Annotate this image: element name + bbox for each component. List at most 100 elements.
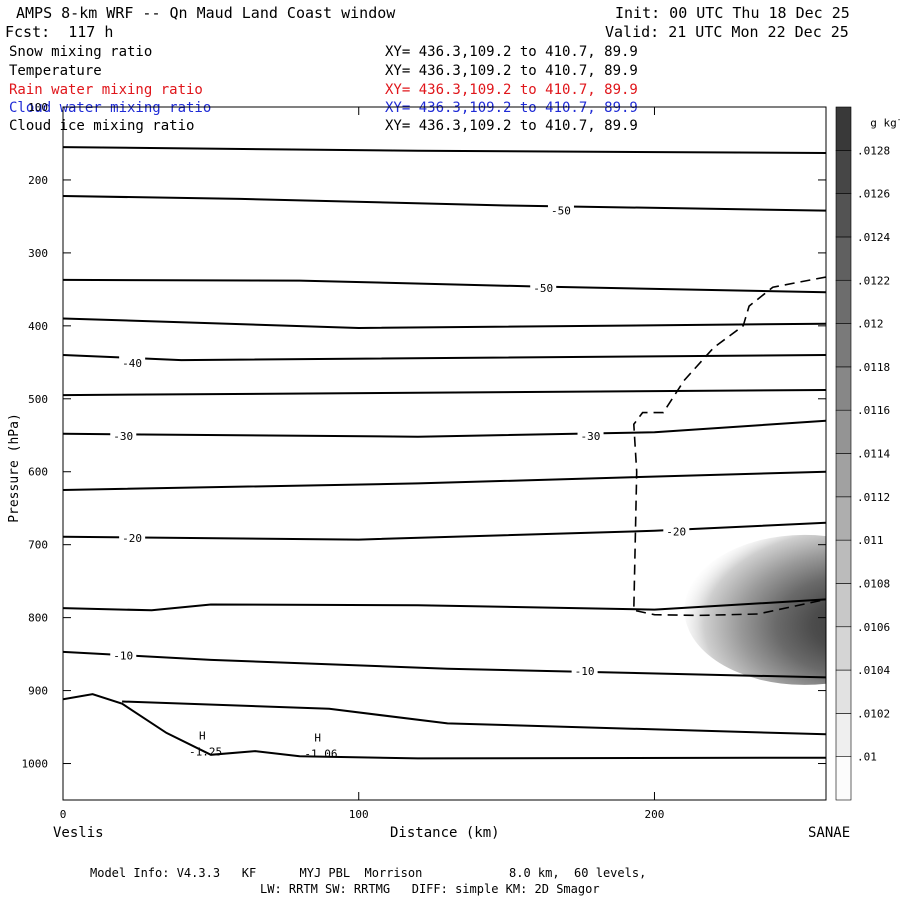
x-left-location: Veslis <box>53 825 104 841</box>
y-tick-label-7: 800 <box>28 612 48 625</box>
colorbar-swatch-3 <box>835 626 852 671</box>
colorbar-swatch-7 <box>835 453 852 498</box>
terrain-max-marker-1: H <box>314 731 321 744</box>
chart-title: AMPS 8-km WRF -- Qn Maud Land Coast wind… <box>16 4 396 22</box>
field-xy-cloud-ice: XY= 436.3,109.2 to 410.7, 89.9 <box>385 118 638 134</box>
temperature-label-bg-3 <box>110 427 137 442</box>
colorbar-unit-label: g kg <box>870 116 897 130</box>
axes: 100 200 300 400 500 600 700 800 900 1000 0 100 200 <box>22 101 826 821</box>
y-tick-label-3: 400 <box>28 320 48 333</box>
colorbar-swatch-4 <box>835 583 852 628</box>
x-tick-label-0: 0 <box>60 808 67 821</box>
field-xy-rain: XY= 436.3,109.2 to 410.7, 89.9 <box>385 82 638 98</box>
isotherm-line-8 <box>63 521 826 541</box>
colorbar-level-13: .0126 <box>857 188 890 201</box>
field-xy-cloud-water: XY= 436.3,109.2 to 410.7, 89.9 <box>385 100 638 116</box>
isotherm-line-6 <box>63 419 826 438</box>
temperature-label-bg-7 <box>110 647 137 662</box>
isotherm-line-4 <box>63 354 826 362</box>
x-axis-title: Distance (km) <box>390 825 500 841</box>
colorbar-unit: g kg-1 <box>857 102 900 130</box>
colorbar-level-9: .0118 <box>857 361 890 374</box>
plot-frame <box>62 106 827 801</box>
colorbar-level-8: .0116 <box>857 404 890 417</box>
colorbar-swatch-5 <box>835 539 852 584</box>
isotherm-line-10 <box>63 650 826 679</box>
colorbar-swatch-15 <box>835 106 852 151</box>
temperature-label-bg-0 <box>547 202 574 217</box>
model-info-line1: Model Info: V4.3.3 KF MYJ PBL Morrison 8… <box>90 866 647 880</box>
y-tick-label-1: 200 <box>28 174 48 187</box>
model-info-line2: LW: RRTM SW: RRTMG DIFF: simple KM: 2D S… <box>260 882 600 896</box>
colorbar-swatch-0 <box>835 756 852 801</box>
isotherm-line-0 <box>63 146 826 154</box>
temperature-label-bg-4 <box>577 427 604 442</box>
isotherm-line-3 <box>63 317 826 330</box>
colorbar-level-2: .0104 <box>857 664 890 677</box>
colorbar-swatch-13 <box>835 193 852 238</box>
init-time: Init: 00 UTC Thu 18 Dec 25 <box>615 4 850 22</box>
isotherm-line-5 <box>63 389 826 397</box>
temperature-label-bg-8 <box>571 662 598 677</box>
temperature-label-bg-6 <box>119 530 146 545</box>
colorbar-level-7: .0114 <box>857 448 890 461</box>
temperature-label-3: -30 <box>113 430 133 443</box>
y-tick-label-6: 700 <box>28 539 48 552</box>
colorbar-level-12: .0124 <box>857 231 890 244</box>
temperature-label-0: -50 <box>551 205 571 218</box>
colorbar-swatch-14 <box>835 150 852 194</box>
field-name-cloud-water: Cloud water mixing ratio <box>9 100 212 116</box>
colorbar-swatch-12 <box>835 236 852 281</box>
field-name-rain: Rain water mixing ratio <box>9 82 203 98</box>
y-tick-label-2: 300 <box>28 247 48 260</box>
colorbar-level-5: .011 <box>857 534 884 547</box>
snow-max-shading <box>684 534 826 685</box>
field-name-temperature: Temperature <box>9 63 102 79</box>
y-tick-label-9: 1000 <box>22 758 49 771</box>
colorbar-level-6: .0112 <box>857 491 890 504</box>
plot-area: -50 -50 -40 -30 -30 -20 -20 -10 -10 H -1.25 H -1.06 <box>63 146 826 760</box>
field-name-snow: Snow mixing ratio <box>9 44 153 60</box>
field-xy-temperature: XY= 436.3,109.2 to 410.7, 89.9 <box>385 63 638 79</box>
isotherm-line-11 <box>122 700 826 736</box>
y-tick-label-5: 600 <box>28 466 48 479</box>
field-name-cloud-ice: Cloud ice mixing ratio <box>9 118 195 134</box>
terrain-max-value-1: -1.06 <box>304 747 337 760</box>
isotherm-line-1 <box>63 195 826 212</box>
x-tick-label-2: 200 <box>645 808 665 821</box>
colorbar-swatch-11 <box>835 279 852 324</box>
y-tick-label-4: 500 <box>28 393 48 406</box>
y-axis-title: Pressure (hPa) <box>7 413 22 523</box>
field-xy-snow: XY= 436.3,109.2 to 410.7, 89.9 <box>385 44 638 60</box>
colorbar-level-4: .0108 <box>857 577 890 590</box>
temperature-label-4: -30 <box>581 430 601 443</box>
valid-time: Valid: 21 UTC Mon 22 Dec 25 <box>605 23 849 41</box>
colorbar-swatch-2 <box>835 669 852 714</box>
temperature-label-5: -20 <box>666 526 686 539</box>
temperature-label-1: -50 <box>533 282 553 295</box>
x-tick-label-1: 100 <box>349 808 369 821</box>
colorbar-level-14: .0128 <box>857 144 890 157</box>
colorbar-swatch-8 <box>835 409 852 454</box>
colorbar-level-11: .0122 <box>857 274 890 287</box>
colorbar-level-3: .0106 <box>857 621 890 634</box>
forecast-hour: Fcst: 117 h <box>5 23 114 41</box>
terrain-line <box>63 693 826 760</box>
colorbar-level-10: .012 <box>857 318 884 331</box>
isotherm-line-2 <box>63 278 826 294</box>
isotherm-line-7 <box>63 470 826 491</box>
temperature-label-8: -10 <box>575 665 595 678</box>
temperature-label-bg-1 <box>530 279 557 294</box>
colorbar-swatch-1 <box>835 713 852 757</box>
colorbar-level-0: .01 <box>857 751 877 764</box>
freezing-level-dashed-line <box>632 276 826 617</box>
y-tick-label-0: 100 <box>28 101 48 114</box>
temperature-label-bg-5 <box>663 523 690 538</box>
y-tick-label-8: 900 <box>28 685 48 698</box>
colorbar-swatch-9 <box>835 366 852 411</box>
colorbar: .01 .0102 .0104 .0106 .0108 .011 .0112 .0114 .01… <box>835 106 890 801</box>
colorbar-level-1: .0102 <box>857 707 890 720</box>
colorbar-swatch-10 <box>835 323 852 368</box>
temperature-label-bg-2 <box>119 355 146 370</box>
